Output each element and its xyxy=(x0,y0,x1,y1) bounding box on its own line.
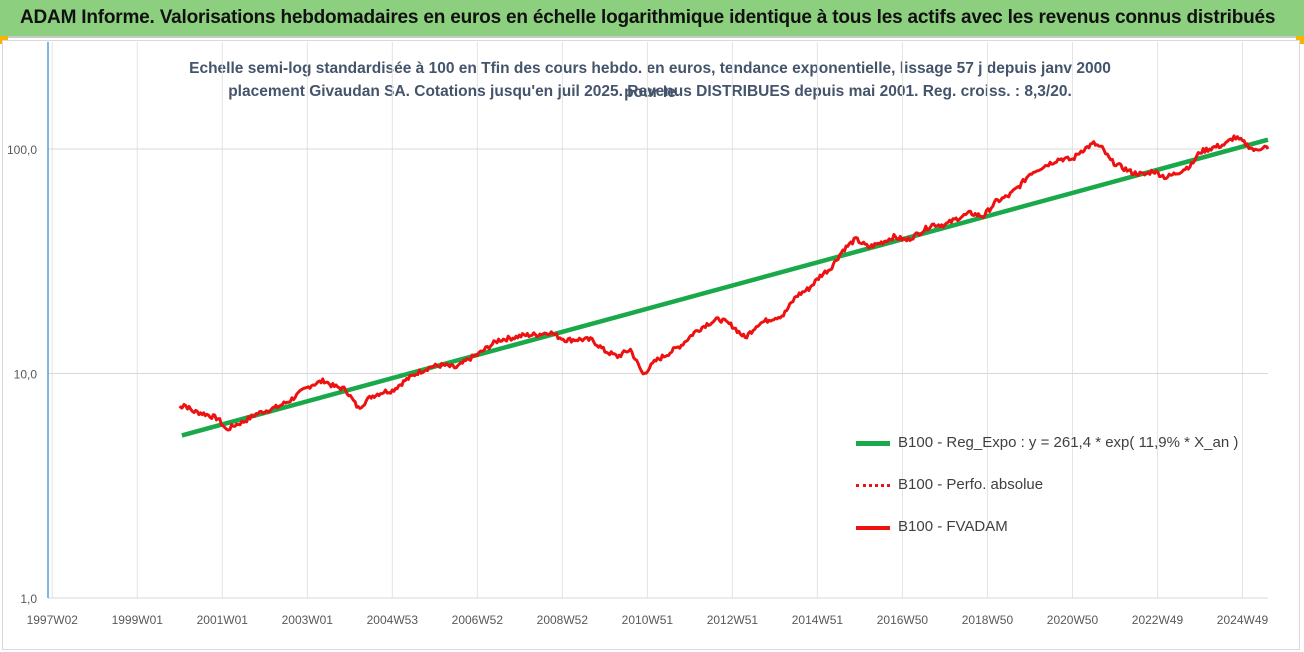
chart-title-line-2: placement Givaudan SA. Cotations jusqu'e… xyxy=(228,83,1072,100)
x-tick-label: 2003W01 xyxy=(282,613,334,627)
legend-item-trend: B100 - Reg_Expo : y = 261,4 * exp( 11,9%… xyxy=(856,432,1276,456)
x-tick-label: 1999W01 xyxy=(112,613,164,627)
x-tick-label: 2014W51 xyxy=(792,613,844,627)
x-tick-label: 2020W50 xyxy=(1047,613,1099,627)
chart-title-line-1: Echelle semi-log standardisée à 100 en T… xyxy=(189,60,1111,101)
y-tick-label: 100,0 xyxy=(7,143,37,157)
x-tick-label: 2010W51 xyxy=(622,613,674,627)
y-tick-label: 1,0 xyxy=(20,592,37,606)
legend-item-perfo: B100 - Perfo. absolue xyxy=(856,474,1276,498)
legend-swatch-fvadam xyxy=(856,526,890,530)
trend-line xyxy=(181,137,1269,438)
x-tick-label: 2016W50 xyxy=(877,613,929,627)
report-banner: ADAM Informe. Valorisations hebdomadaire… xyxy=(0,0,1304,38)
legend-label-perfo: B100 - Perfo. absolue xyxy=(898,476,1044,493)
x-tick-label: 2004W53 xyxy=(367,613,419,627)
legend-label-trend: B100 - Reg_Expo : y = 261,4 * exp( 11,9%… xyxy=(898,434,1239,451)
x-tick-label: 2008W52 xyxy=(537,613,589,627)
legend-label-fvadam: B100 - FVADAM xyxy=(898,518,1008,535)
x-tick-label: 2006W52 xyxy=(452,613,504,627)
report-title: ADAM Informe. Valorisations hebdomadaire… xyxy=(20,7,1276,28)
x-tick-label: 2024W49 xyxy=(1217,613,1269,627)
x-tick-label: 1997W02 xyxy=(27,613,79,627)
corner-accent-right xyxy=(1296,36,1304,44)
x-tick-label: 2022W49 xyxy=(1132,613,1184,627)
x-tick-label: 2018W50 xyxy=(962,613,1014,627)
y-tick-label: 10,0 xyxy=(14,368,38,382)
legend-swatch-perfo xyxy=(856,484,890,487)
x-tick-label: 2001W01 xyxy=(197,613,249,627)
legend-item-fvadam: B100 - FVADAM xyxy=(856,516,1276,540)
price-line xyxy=(178,134,1270,432)
legend-swatch-trend xyxy=(856,441,890,446)
x-tick-label: 2012W51 xyxy=(707,613,759,627)
chart-area xyxy=(2,40,1300,650)
